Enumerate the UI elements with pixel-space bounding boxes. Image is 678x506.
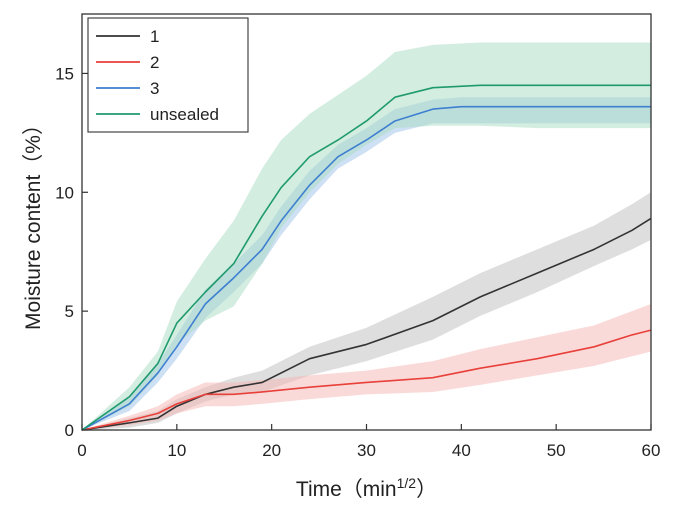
line-unsealed [81,84,651,431]
line-3 [81,105,651,431]
y-tick-label: 15 [55,64,74,83]
line-1 [81,217,652,431]
x-axis-title: Time（min1/2） [296,475,437,501]
x-tick-label: 40 [452,441,471,460]
y-tick-label: 5 [65,302,74,321]
x-tick-label: 20 [262,441,281,460]
legend-label-2: 2 [150,53,159,72]
x-tick-label: 50 [547,441,566,460]
line-2 [81,329,652,431]
legend-label-3: 3 [150,79,159,98]
y-axis-title: Moisture content（%） [22,114,45,330]
y-tick-label: 0 [65,421,74,440]
y-tick-label: 10 [55,183,74,202]
series-lines [81,84,652,431]
legend-label-unsealed: unsealed [150,105,219,124]
band-3 [82,97,651,430]
x-tick-label: 30 [357,441,376,460]
band-2 [82,304,651,430]
x-axis-title-main: Time（min [296,478,397,501]
x-tick-label: 60 [642,441,661,460]
legend-label-1: 1 [150,27,159,46]
legend: 1 2 3 unsealed [87,17,249,133]
legend-box [87,17,249,133]
x-tick-label: 0 [77,441,86,460]
x-tick-label: 10 [167,441,186,460]
x-axis-title-close: ） [416,478,437,501]
x-axis-title-sup: 1/2 [397,475,417,491]
axis-ticks: 0 10 20 30 40 50 60 0 5 10 15 [55,64,660,460]
